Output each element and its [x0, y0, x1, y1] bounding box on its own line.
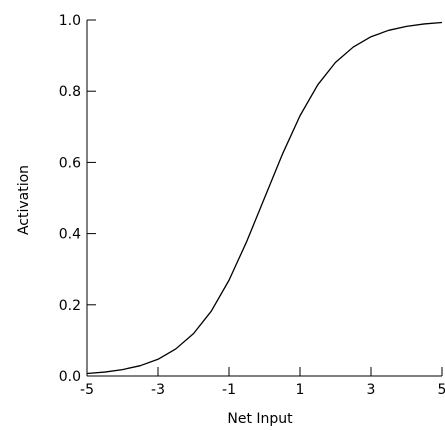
x-tick-label: -1 — [222, 382, 236, 398]
y-tick-label: 0.8 — [59, 84, 81, 100]
x-tick-label: 1 — [296, 382, 305, 398]
x-tick-label: -5 — [80, 382, 94, 398]
x-tick-label: 3 — [367, 382, 376, 398]
y-tick-label: 0.0 — [59, 369, 81, 385]
x-tick-label: -3 — [151, 382, 165, 398]
y-axis-label: Activation — [16, 165, 32, 235]
y-tick-label: 0.4 — [59, 227, 81, 243]
x-axis: -5 -3 -1 1 3 5 — [80, 367, 445, 398]
y-tick-label: 0.2 — [59, 298, 81, 314]
y-axis: 0.0 0.2 0.4 0.6 0.8 1.0 — [59, 13, 96, 385]
x-axis-label: Net Input — [227, 411, 293, 427]
x-tick-label: 5 — [438, 382, 445, 398]
series-group — [86, 21, 443, 375]
sigmoid-curve — [86, 21, 443, 375]
y-tick-label: 1.0 — [59, 13, 81, 29]
y-tick-label: 0.6 — [59, 155, 81, 171]
